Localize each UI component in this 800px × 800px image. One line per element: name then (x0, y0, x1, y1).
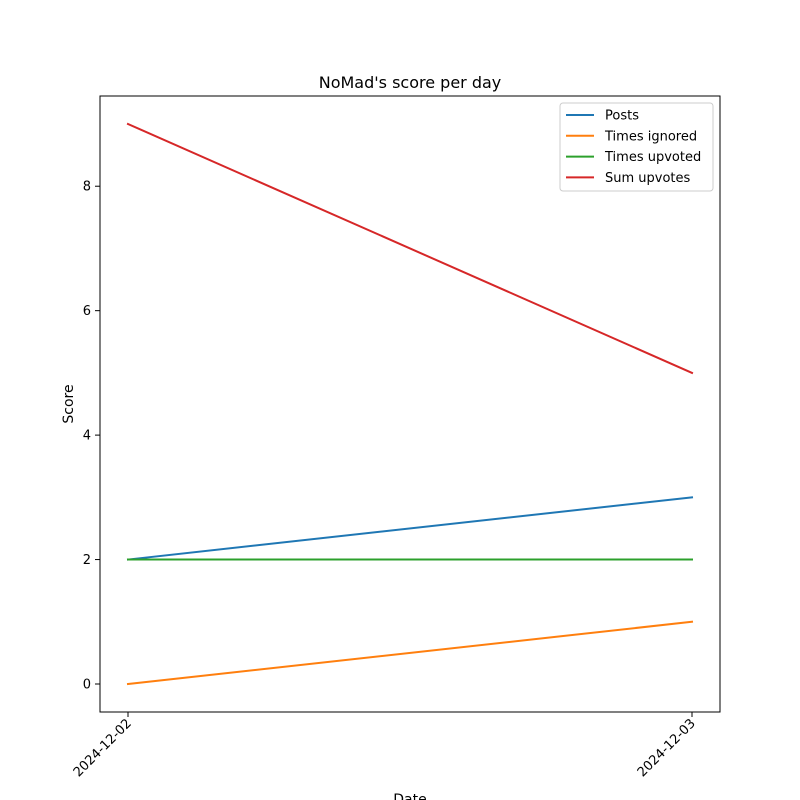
series-line-sum-upvotes (126, 122, 694, 375)
series-line-times-ignored (126, 620, 694, 686)
y-tick-label: 0 (83, 678, 91, 693)
y-tick-label: 8 (83, 180, 91, 195)
y-tick-label: 6 (83, 304, 91, 319)
legend-box (559, 102, 714, 192)
series-line-posts (126, 496, 694, 561)
legend: Posts Times ignored Times upvoted Sum upvot… (559, 102, 714, 192)
chart-title: NoMad's score per day (319, 73, 502, 92)
legend-label: Posts (605, 109, 639, 124)
legend-label: Times ignored (604, 129, 697, 144)
legend-label: Times upvoted (604, 150, 701, 165)
y-tick-label: 2 (83, 553, 91, 568)
legend-label: Sum upvotes (605, 171, 691, 186)
axes-frame (99, 95, 721, 713)
x-axis-title: Date (393, 792, 426, 800)
y-axis-title: Score (61, 384, 77, 423)
y-tick-label: 4 (83, 429, 91, 444)
